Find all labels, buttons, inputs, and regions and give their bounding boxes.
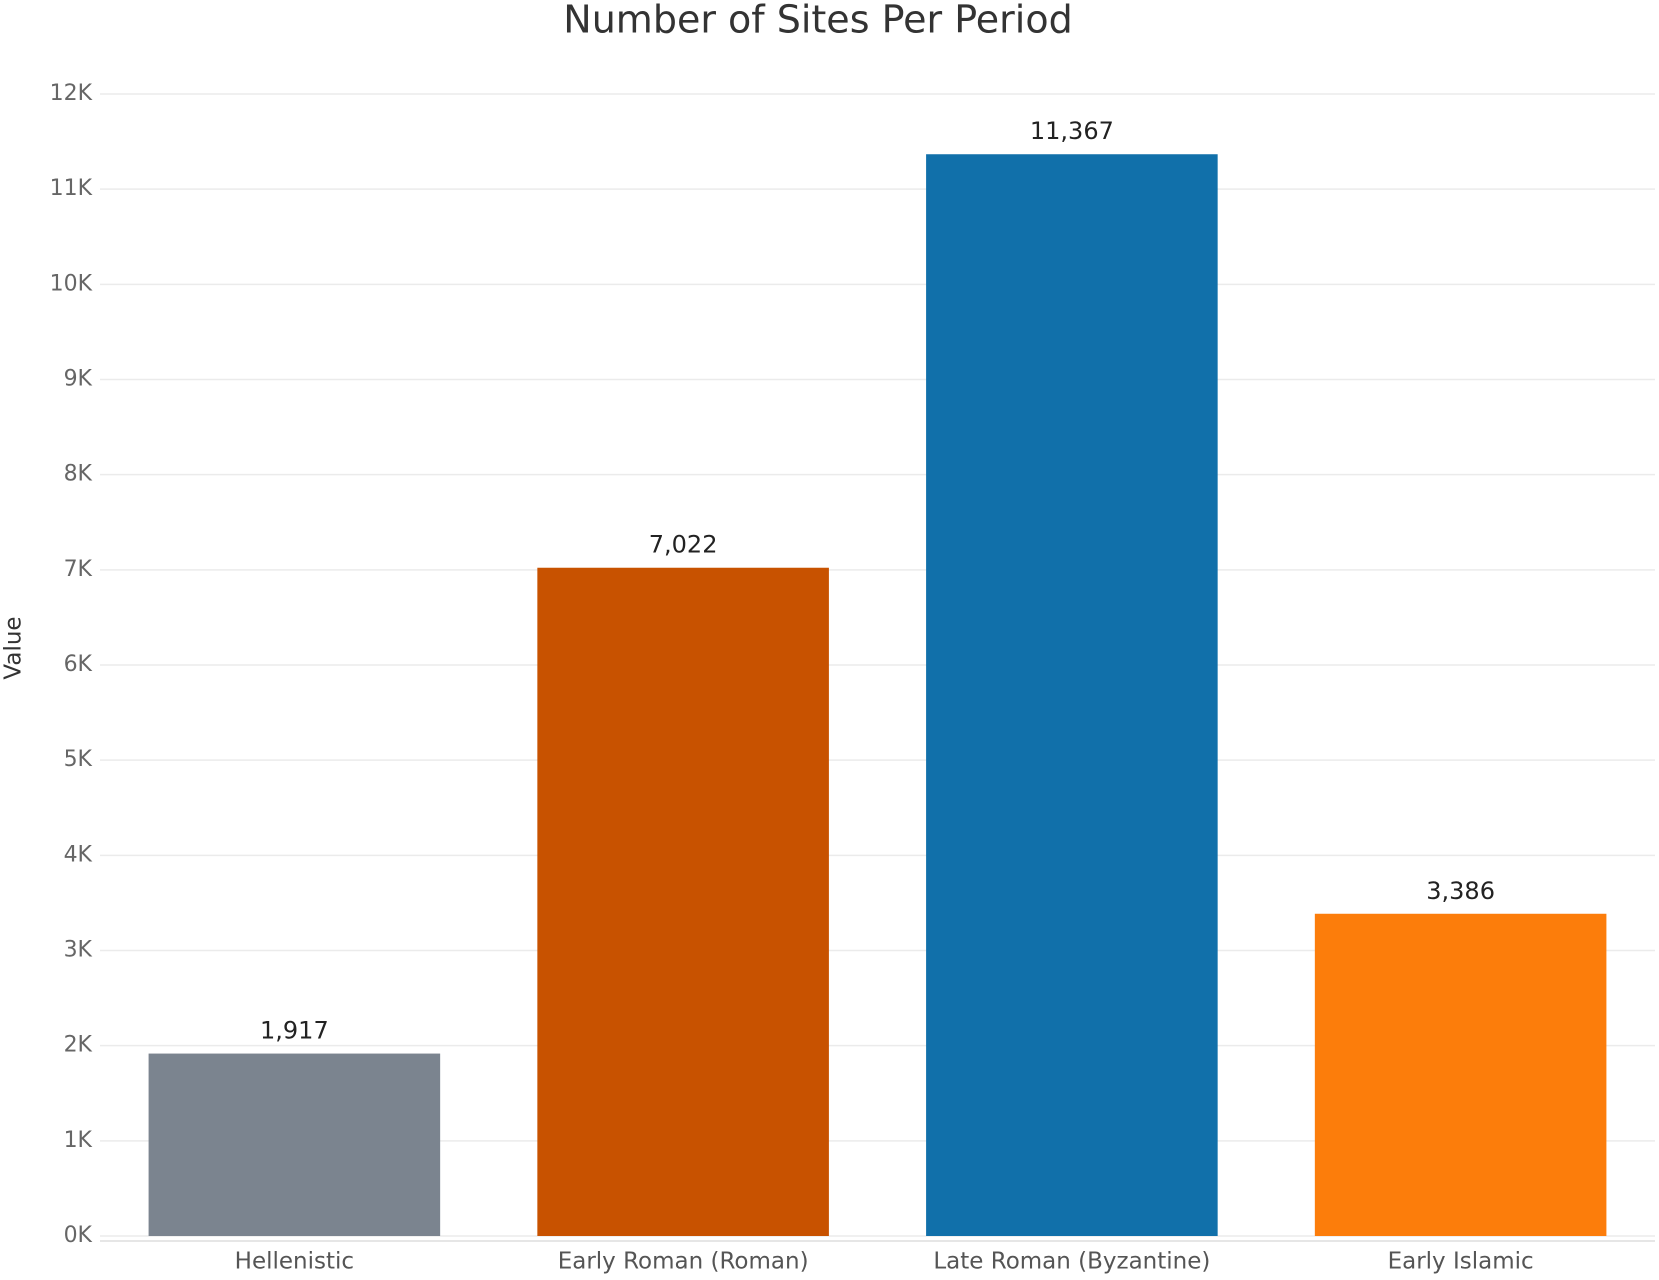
x-tick-label: Early Roman (Roman) — [558, 1249, 809, 1275]
y-tick-label: 9K — [64, 367, 93, 392]
bar — [926, 154, 1218, 1237]
y-tick-label: 0K — [64, 1223, 93, 1248]
y-tick-label: 10K — [50, 271, 93, 296]
y-tick-label: 2K — [64, 1033, 93, 1058]
y-tick-label: 4K — [64, 842, 93, 867]
value-label: 1,917 — [260, 1017, 329, 1045]
value-label: 3,386 — [1426, 877, 1495, 905]
chart-title: Number of Sites Per Period — [563, 0, 1072, 42]
y-tick-label: 11K — [50, 176, 93, 201]
y-tick-label: 7K — [64, 557, 93, 582]
y-tick-label: 1K — [64, 1128, 93, 1153]
y-tick-label: 5K — [64, 747, 93, 772]
bar — [537, 567, 829, 1236]
y-tick-label: 12K — [50, 81, 93, 106]
value-label: 7,022 — [649, 531, 718, 559]
x-tick-label: Hellenistic — [235, 1249, 354, 1275]
y-tick-label: 3K — [64, 938, 93, 963]
x-tick-label: Early Islamic — [1388, 1249, 1534, 1275]
y-tick-label: 6K — [64, 652, 93, 677]
value-label: 11,367 — [1030, 117, 1114, 145]
bar — [1314, 913, 1607, 1236]
bar — [148, 1053, 441, 1236]
y-axis-title: Value — [1, 616, 27, 679]
x-tick-label: Late Roman (Byzantine) — [933, 1249, 1210, 1275]
y-tick-label: 8K — [64, 462, 93, 487]
